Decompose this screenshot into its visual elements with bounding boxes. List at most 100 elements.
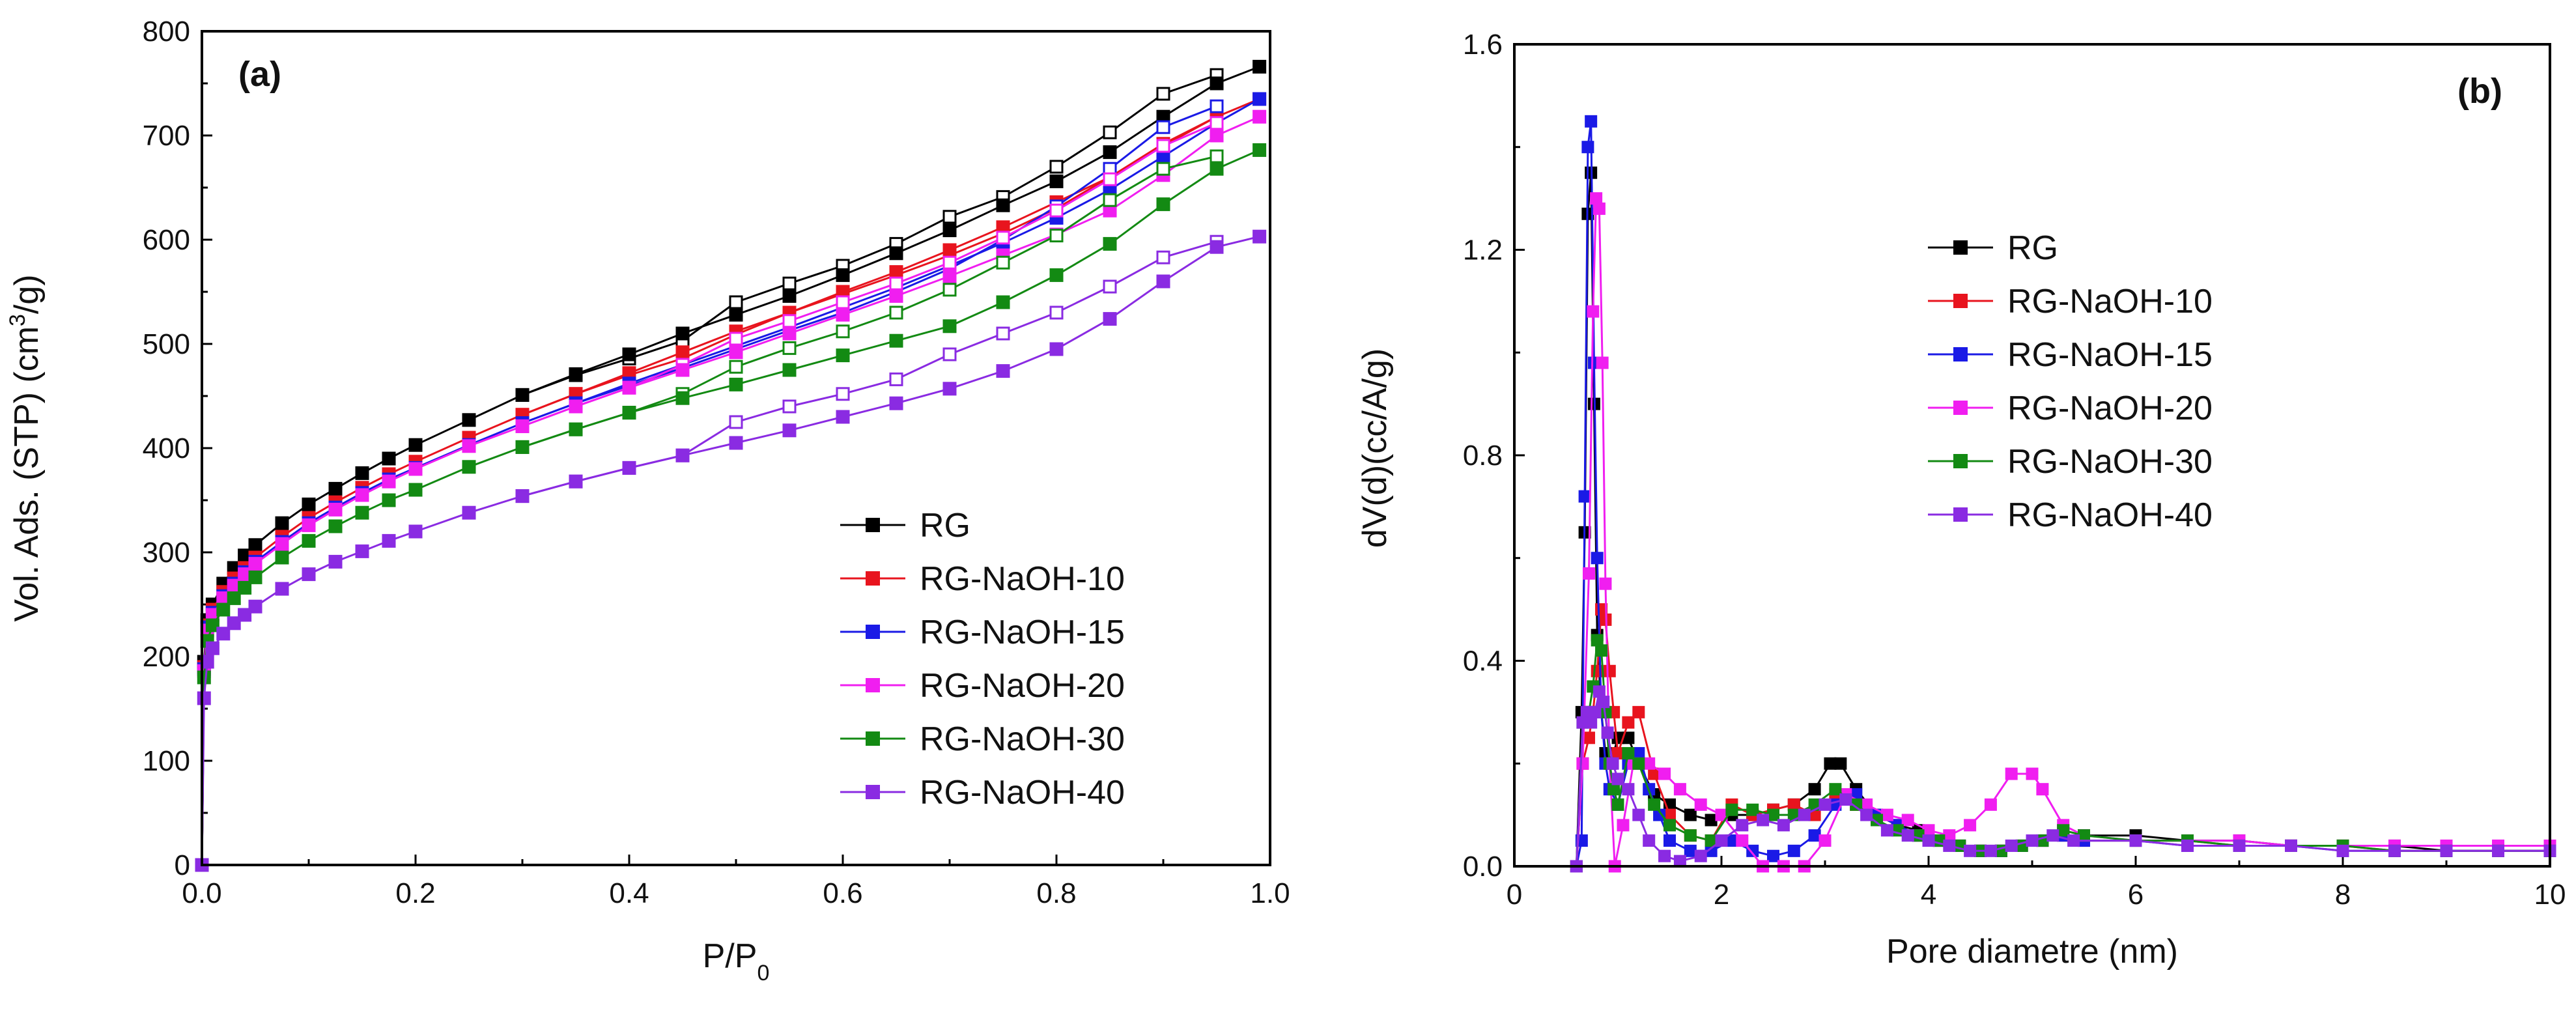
series-rg-naoh-30-adsorption-point (462, 460, 476, 474)
series-rg-naoh-40-adsorption-point (238, 608, 252, 622)
series-rg-naoh-15-distribution-point (1808, 829, 1821, 842)
series-rg-naoh-20-distribution-point (1736, 834, 1749, 847)
series-rg-adsorption-point (275, 516, 289, 530)
series-rg-distribution-point (1684, 808, 1697, 821)
panel-b-series (1570, 115, 2556, 873)
series-rg-naoh-40-distribution-point (1632, 808, 1645, 821)
panel-a-x-tick-label-5: 1.0 (1250, 877, 1290, 909)
panel-b-legend-label-rg: RG (2007, 229, 2058, 267)
series-rg-naoh-40-distribution-point (2440, 844, 2453, 857)
series-rg-naoh-20-desorption-point (889, 276, 903, 290)
series-rg-naoh-30-adsorption-point (227, 591, 241, 605)
series-rg-naoh-40-adsorption-point (205, 641, 219, 655)
panel-a-y-tick-label-7: 700 (143, 120, 190, 152)
series-rg-naoh-20-adsorption-point (1253, 109, 1267, 124)
panel-a-legend-marker-rg-naoh-30 (866, 731, 880, 746)
series-rg-naoh-20-distribution-point (1694, 798, 1707, 811)
series-rg-naoh-40-distribution-point (2129, 834, 2142, 847)
series-rg-naoh-20-adsorption-point (942, 269, 957, 283)
series-rg-desorption-point (729, 295, 743, 309)
series-rg-naoh-40-distribution-point (2285, 839, 2297, 852)
series-rg-naoh-40-distribution-point (1943, 839, 1956, 852)
panel-a-legend-label-rg-naoh-20: RG-NaOH-20 (920, 667, 1125, 705)
series-rg-naoh-10-adsorption-point (889, 265, 903, 279)
series-rg-naoh-30-distribution-point (2078, 829, 2090, 842)
series-rg-naoh-40-distribution-point (2067, 834, 2080, 847)
panel-b-y-tick-label-2: 0.8 (1463, 440, 1503, 472)
series-rg-desorption-point (1049, 160, 1064, 174)
series-rg-naoh-20-adsorption-point (248, 557, 262, 571)
series-rg-naoh-40-desorption-point (836, 387, 850, 401)
series-rg-naoh-20-distribution-point (1587, 305, 1600, 318)
series-rg-adsorption-point (382, 451, 396, 466)
series-rg-naoh-40-distribution-point (1643, 834, 1656, 847)
panel-a-legend-label-rg-naoh-30: RG-NaOH-30 (920, 720, 1125, 758)
series-rg-naoh-15-distribution-point (1663, 834, 1676, 847)
series-rg-naoh-20-desorption-point (996, 231, 1010, 245)
panel-b-x-tick-label-4: 8 (2335, 879, 2351, 911)
panel-b-y-tick-label-3: 1.2 (1463, 234, 1503, 266)
series-rg-naoh-30-desorption-point (782, 341, 797, 355)
series-rg-naoh-40-adsorption-point (942, 382, 957, 396)
series-rg-naoh-30-distribution-point (1622, 746, 1635, 759)
series-rg-naoh-15-distribution-point (1787, 844, 1800, 857)
series-rg-adsorption-point (1210, 76, 1224, 91)
series-rg-naoh-30-adsorption-point (248, 570, 262, 584)
series-rg-naoh-30-adsorption-point (622, 406, 636, 420)
series-rg-naoh-10-distribution-point (1632, 705, 1645, 718)
series-rg-naoh-40-adsorption-point (302, 567, 316, 582)
series-rg-naoh-20-distribution-point (1599, 577, 1612, 590)
series-rg-naoh-40-distribution-point (1964, 844, 1977, 857)
series-rg-naoh-40-distribution-point (2233, 839, 2246, 852)
series-rg-naoh-30-adsorption-point (1049, 268, 1064, 282)
panel-a-legend-label-rg-naoh-10: RG-NaOH-10 (920, 560, 1125, 598)
series-rg-adsorption-point (1049, 174, 1064, 188)
series-rg-distribution-point (1705, 814, 1718, 827)
series-rg-naoh-40-adsorption-point (1156, 274, 1170, 289)
panel-a-x-tick-label-0: 0.0 (182, 877, 221, 909)
series-rg-naoh-20-distribution-point (1617, 819, 1630, 832)
series-rg-naoh-30-desorption-point (942, 283, 957, 297)
series-rg-naoh-30-distribution-point (1705, 834, 1718, 847)
series-rg-adsorption-point (836, 268, 850, 282)
series-rg-naoh-20-distribution-point (1596, 356, 1609, 369)
series-rg-naoh-40-distribution-point (1715, 834, 1728, 847)
panel-a-x-tick-label-2: 0.4 (609, 877, 649, 909)
series-rg-naoh-40-adsorption-point (328, 554, 343, 569)
panel-b-plot-frame (1513, 43, 2551, 868)
panel-b-legend-marker-rg-naoh-15 (1953, 347, 1968, 361)
series-rg-adsorption-point (942, 223, 957, 238)
series-rg-naoh-30-desorption-point (1156, 162, 1170, 176)
series-rg-naoh-40-desorption-point (1156, 250, 1170, 264)
series-rg-naoh-20-adsorption-point (889, 289, 903, 303)
panel-b-legend-label-rg-naoh-10: RG-NaOH-10 (2007, 283, 2213, 320)
series-rg-naoh-30-distribution-point (1767, 808, 1779, 821)
series-rg-naoh-20-desorption-point (1103, 172, 1117, 186)
panel-a-y-tick-label-6: 600 (143, 224, 190, 256)
series-rg-naoh-40-distribution-point (2492, 844, 2504, 857)
series-rg-adsorption-point (462, 413, 476, 427)
series-rg-naoh-30-desorption-point (996, 255, 1010, 270)
series-rg-naoh-40-distribution-point (1922, 834, 1935, 847)
series-rg-adsorption-point (889, 246, 903, 261)
series-rg-naoh-30-distribution-point (1684, 829, 1697, 842)
panel-a-legend-label-rg-naoh-40: RG-NaOH-40 (920, 774, 1125, 812)
series-rg-naoh-15-desorption-point (1156, 120, 1170, 134)
series-rg-naoh-40-distribution-point (2026, 834, 2039, 847)
series-rg-adsorption-point (675, 326, 690, 341)
panel-a-legend-label-rg-naoh-15: RG-NaOH-15 (920, 614, 1125, 651)
series-rg-naoh-15-distribution-point (1591, 552, 1604, 565)
panel-b-legend-label-rg-naoh-15: RG-NaOH-15 (2007, 336, 2213, 374)
panel-a-y-tick-label-0: 0 (175, 849, 190, 881)
series-rg-naoh-30-distribution-point (1632, 757, 1645, 770)
panel-a-legend: RG RG-NaOH-10 RG-NaOH-15 RG-NaOH-20 RG-NaOH-… (840, 507, 1125, 812)
series-rg-naoh-10-distribution-point (1787, 798, 1800, 811)
series-rg-naoh-30-adsorption-point (205, 618, 219, 632)
series-rg-naoh-40-adsorption-point (462, 505, 476, 520)
series-rg-desorption-point (782, 276, 797, 290)
series-rg-naoh-30-adsorption-point (515, 440, 530, 454)
series-rg-naoh-40-desorption-point (782, 399, 797, 414)
series-rg-naoh-40-adsorption-point (889, 396, 903, 410)
series-rg-naoh-10-distribution-point (1663, 808, 1676, 821)
